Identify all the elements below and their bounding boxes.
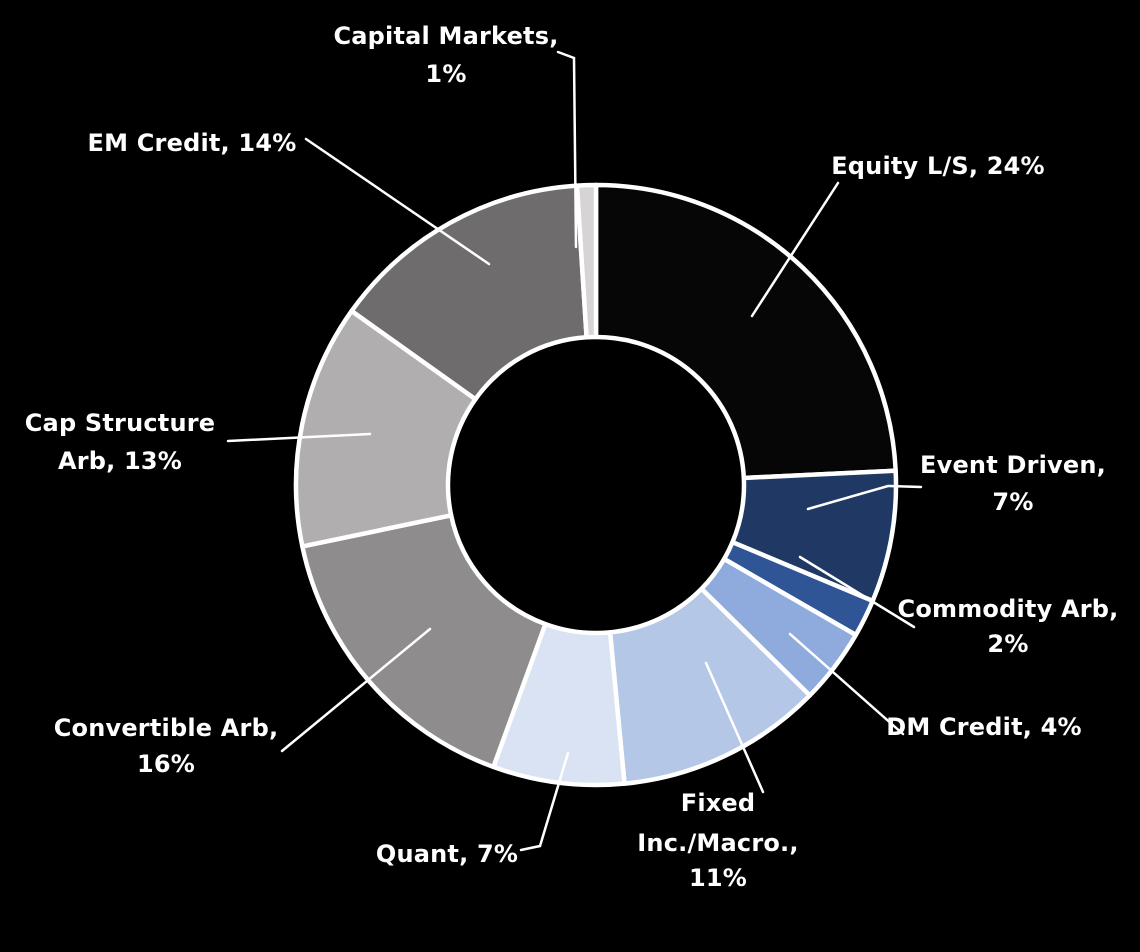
leader-line-convertible-arb: [280, 627, 432, 753]
leader-line-em-credit: [304, 137, 491, 266]
label-quant: Quant, 7%: [376, 840, 518, 868]
slice-convertible-arb: [300, 513, 548, 770]
label-convertible-arb: Convertible Arb, 16%: [54, 714, 279, 778]
slice-em-credit: [349, 183, 589, 402]
leader-line-dm-credit: [788, 632, 905, 736]
leader-line-equity-ls: [750, 181, 840, 318]
slice-capital-markets: [574, 182, 599, 340]
label-fixed-inc-macro: Fixed Inc./Macro., 11%: [637, 789, 798, 892]
label-event-driven: Event Driven, 7%: [920, 451, 1106, 516]
label-capital-markets: Capital Markets, 1%: [333, 22, 558, 88]
slice-equity-ls: [593, 182, 898, 481]
leader-line-quant: [519, 751, 570, 852]
leader-line-capital-markets: [556, 50, 578, 249]
leader-line-commodity-arb: [798, 555, 916, 629]
leader-line-event-driven: [806, 484, 923, 511]
leader-line-fixed-inc-macro: [704, 661, 765, 794]
label-commodity-arb: Commodity Arb, 2%: [898, 595, 1119, 658]
label-cap-structure-arb: Cap Structure Arb, 13%: [25, 409, 216, 475]
label-em-credit: EM Credit, 14%: [88, 129, 297, 157]
label-dm-credit: DM Credit, 4%: [886, 713, 1082, 741]
label-equity-ls: Equity L/S, 24%: [831, 152, 1045, 180]
leader-line-cap-structure-arb: [226, 432, 372, 443]
